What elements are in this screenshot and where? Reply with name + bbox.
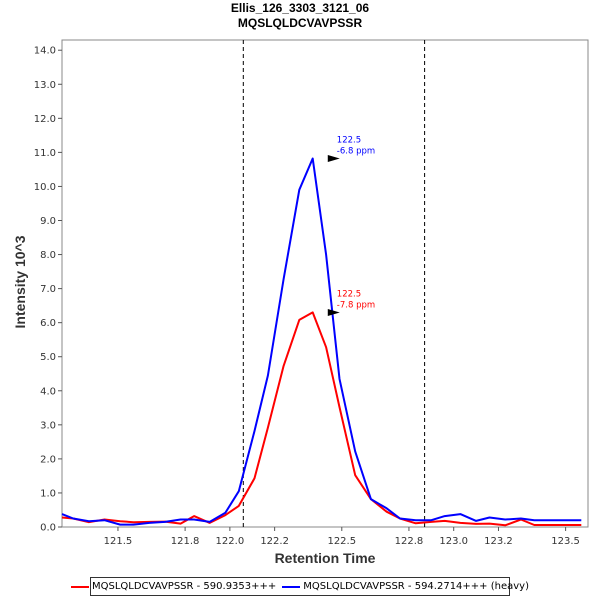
x-tick-label: 122.0 — [216, 536, 245, 547]
y-tick-label: 3.0 — [40, 420, 56, 431]
series-layer — [61, 157, 582, 527]
series-line-light — [61, 311, 582, 527]
y-tick-label: 8.0 — [40, 250, 56, 261]
y-tick-label: 10.0 — [34, 182, 56, 193]
peak-rt-label: 122.5 — [337, 289, 361, 299]
y-tick-label: 6.0 — [40, 318, 56, 329]
legend-label-heavy: MQSLQLDCVAVPSSR - 594.2714+++ (heavy) — [303, 581, 529, 592]
legend-label-light: MQSLQLDCVAVPSSR - 590.9353+++ — [92, 581, 277, 592]
y-tick-label: 2.0 — [40, 454, 56, 465]
y-tick-label: 14.0 — [34, 46, 56, 57]
peak-ppm-label: -6.8 ppm — [337, 147, 375, 157]
chart-title: Ellis_126_3303_3121_06 — [231, 1, 369, 15]
chart-subtitle: MQSLQLDCVAVPSSR — [238, 16, 363, 30]
y-axis-title: Intensity 10^3 — [12, 235, 28, 328]
y-tick-label: 0.0 — [40, 523, 56, 534]
peak-arrow — [327, 308, 340, 316]
peak-rt-label: 122.5 — [337, 136, 361, 146]
y-tick-label: 12.0 — [34, 114, 56, 125]
x-tick-label: 122.8 — [395, 536, 424, 547]
y-tick-label: 4.0 — [40, 386, 56, 397]
x-tick-label: 121.8 — [171, 536, 200, 547]
x-tick-label: 123.2 — [484, 536, 513, 547]
x-tick-label: 122.5 — [327, 536, 356, 547]
x-tick-label: 122.2 — [260, 536, 289, 547]
x-tick-label: 123.0 — [439, 536, 468, 547]
plot-area — [61, 39, 589, 528]
y-axis: 0.0 1.0 2.0 3.0 4.0 5.0 6.0 7.0 8.0 9.0 10.0 11.0 12… — [34, 46, 62, 534]
peak-arrow — [327, 155, 340, 163]
x-tick-label: 123.5 — [551, 536, 580, 547]
peak-ppm-label: -7.8 ppm — [337, 300, 375, 310]
series-line-heavy — [61, 157, 582, 526]
x-axis: 121.5 121.8 122.0 122.2 122.5 122.8 123.0 123.2… — [104, 527, 580, 547]
x-axis-title: Retention Time — [275, 550, 376, 566]
y-tick-label: 7.0 — [40, 284, 56, 295]
y-tick-label: 5.0 — [40, 352, 56, 363]
legend-swatch-light — [71, 585, 89, 588]
x-tick-label: 121.5 — [104, 536, 133, 547]
legend-item-heavy: MQSLQLDCVAVPSSR - 594.2714+++ (heavy) — [282, 581, 529, 592]
y-tick-label: 13.0 — [34, 80, 56, 91]
y-tick-label: 1.0 — [40, 488, 56, 499]
y-tick-label: 9.0 — [40, 216, 56, 227]
legend-item-light: MQSLQLDCVAVPSSR - 590.9353+++ — [71, 581, 276, 592]
legend-swatch-heavy — [282, 585, 301, 588]
y-tick-label: 11.0 — [34, 148, 56, 159]
legend: MQSLQLDCVAVPSSR - 590.9353+++ MQSLQLDCVA… — [71, 577, 529, 596]
